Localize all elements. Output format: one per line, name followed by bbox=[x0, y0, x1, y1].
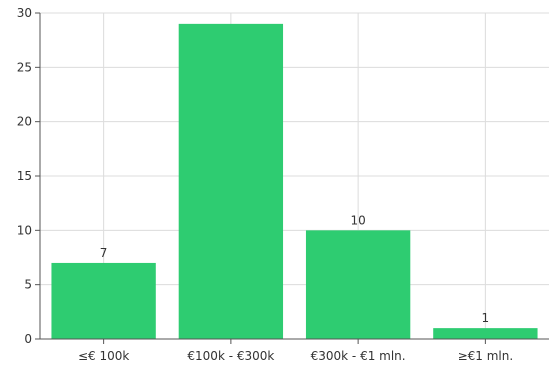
y-tick-label: 15 bbox=[17, 169, 32, 183]
bar-value-label: 10 bbox=[350, 213, 365, 227]
bar-value-label: 7 bbox=[100, 246, 108, 260]
y-tick-label: 25 bbox=[17, 60, 32, 74]
y-tick-label: 30 bbox=[17, 6, 32, 20]
x-tick-label: €300k - €1 mln. bbox=[311, 349, 406, 363]
y-tick-label: 20 bbox=[17, 115, 32, 129]
x-tick-label: ≤€ 100k bbox=[78, 349, 129, 363]
y-tick-label: 10 bbox=[17, 223, 32, 237]
bar bbox=[433, 328, 538, 339]
labels: 0 5 10 15 20 25 30 ≤€ 100k €100k - €300k €300k - … bbox=[17, 6, 513, 363]
x-tick-label: €100k - €300k bbox=[187, 349, 274, 363]
bar bbox=[178, 23, 284, 339]
x-tick-label: ≥€1 mln. bbox=[458, 349, 514, 363]
bar bbox=[51, 262, 156, 339]
bars bbox=[51, 23, 538, 339]
bar-value-label: 1 bbox=[482, 311, 490, 325]
grid-lines bbox=[40, 12, 549, 339]
axes bbox=[35, 12, 549, 344]
y-tick-label: 5 bbox=[24, 278, 32, 292]
bar bbox=[305, 230, 411, 339]
y-tick-label: 0 bbox=[24, 332, 32, 346]
